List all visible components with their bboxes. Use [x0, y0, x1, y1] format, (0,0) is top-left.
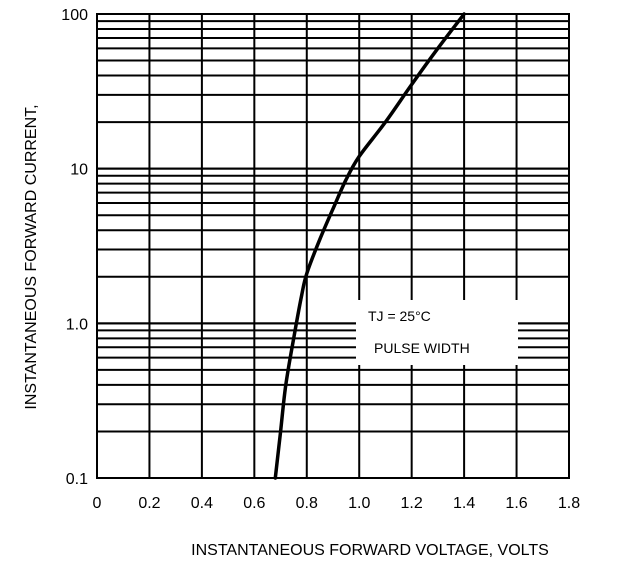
y-tick-label: 10 [70, 162, 88, 179]
x-axis-title: INSTANTANEOUS FORWARD VOLTAGE, VOLTS [191, 542, 549, 559]
x-tick-label: 1.2 [401, 495, 423, 512]
x-axis-tick-labels: 0 0.2 0.4 0.6 0.8 1.0 1.2 1.4 1.6 1.8 [93, 495, 581, 512]
x-tick-label: 1.8 [558, 495, 580, 512]
plot-frame [96, 13, 570, 479]
curve-layer [273, 12, 466, 480]
annotation-pulse-width: PULSE WIDTH [374, 340, 470, 356]
y-tick-label: 100 [61, 7, 88, 24]
forward-current-curve [273, 12, 466, 480]
y-axis-tick-labels: 0.1 1.0 10 100 [61, 7, 88, 488]
x-tick-label: 0.2 [138, 495, 160, 512]
annotation-box: TJ = 25°C PULSE WIDTH [356, 300, 518, 365]
x-tick-label: 1.4 [453, 495, 475, 512]
x-tick-label: 1.6 [505, 495, 527, 512]
annotation-background [356, 300, 518, 365]
grid [96, 13, 570, 479]
x-tick-label: 0.8 [296, 495, 318, 512]
x-tick-label: 0.6 [243, 495, 265, 512]
y-tick-label: 0.1 [66, 471, 88, 488]
annotation-temperature: TJ = 25°C [368, 308, 431, 324]
x-tick-label: 0 [93, 495, 102, 512]
x-tick-label: 0.4 [191, 495, 213, 512]
x-tick-label: 1.0 [348, 495, 370, 512]
y-tick-label: 1.0 [66, 316, 88, 333]
y-axis-title: INSTANTANEOUS FORWARD CURRENT, [23, 104, 40, 409]
